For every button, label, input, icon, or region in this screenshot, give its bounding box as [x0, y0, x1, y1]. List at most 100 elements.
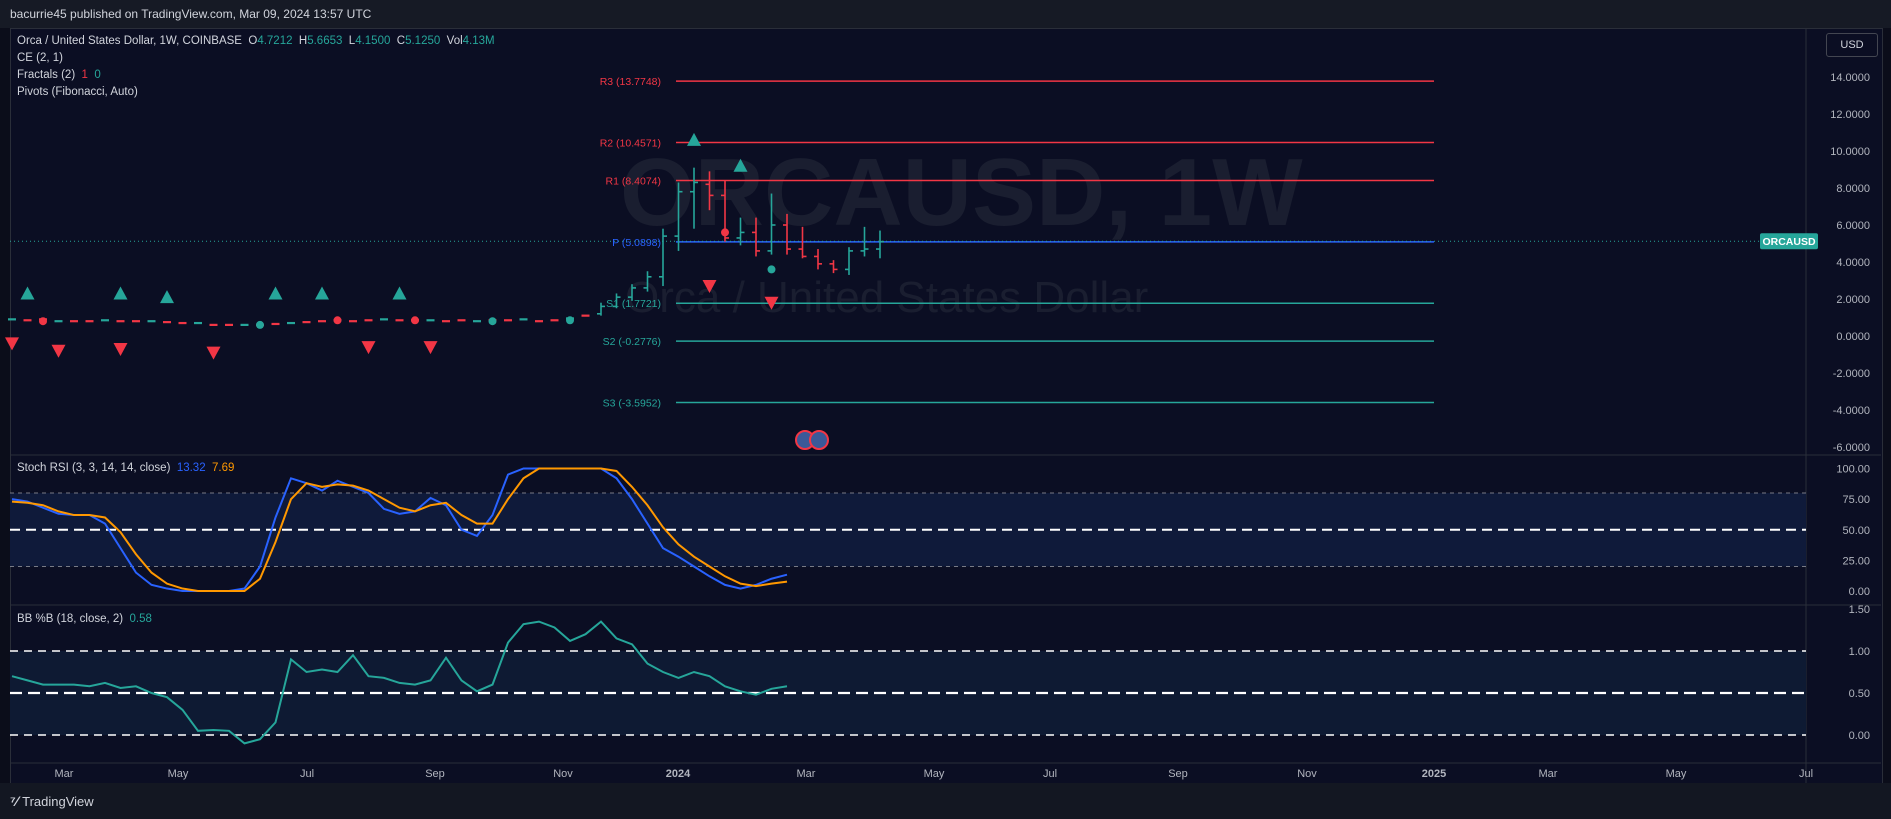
ce-label: CE (2, 1)	[17, 52, 64, 64]
high-value: 5.6653	[307, 35, 343, 47]
fractal-down-marker	[206, 346, 221, 360]
pivots-legend[interactable]: Pivots (Fibonacci, Auto)	[17, 86, 138, 98]
pivot-label: R3 (13.7748)	[600, 76, 661, 88]
fractal-down-marker	[51, 344, 66, 358]
pivots-label: Pivots (Fibonacci, Auto)	[17, 86, 138, 98]
time-tick-label: Mar	[797, 768, 816, 780]
time-tick-label: May	[924, 768, 945, 780]
ce-legend[interactable]: CE (2, 1)	[17, 52, 63, 64]
time-tick-label: Nov	[553, 768, 573, 780]
volume-value: 4.13M	[462, 35, 495, 47]
fractal-down-marker	[702, 280, 717, 294]
high-label: H	[298, 35, 308, 47]
price-tick-label: -4.0000	[1833, 405, 1870, 417]
price-tick-label: 14.0000	[1830, 72, 1870, 84]
price-tick-label: -2.0000	[1833, 368, 1870, 380]
time-tick-label: Jul	[300, 768, 314, 780]
price-tick-label: 2.0000	[1836, 294, 1870, 306]
price-tick-label: 10.0000	[1830, 146, 1870, 158]
price-tick-label: 12.0000	[1830, 109, 1870, 121]
stoch-d-line	[11, 467, 788, 592]
price-tick-label: -6.0000	[1833, 442, 1870, 454]
stoch-label: Stoch RSI (3, 3, 14, 14, close)	[17, 462, 171, 474]
stoch-d-value: 7.69	[211, 462, 235, 474]
footer-bar: ⁷⁄ TradingView	[0, 783, 1891, 819]
time-tick-label: Jul	[1799, 768, 1813, 780]
time-tick-label: 2024	[666, 768, 691, 780]
fractal-down-marker	[361, 341, 376, 355]
volume-label: Vol	[446, 35, 463, 47]
stoch-tick-label: 50.00	[1842, 525, 1870, 537]
chandelier-marker	[333, 316, 342, 325]
bb-tick-label: 0.50	[1849, 688, 1870, 700]
time-tick-label: May	[168, 768, 189, 780]
pivot-label: S3 (-3.5952)	[603, 398, 661, 410]
top-bar: bacurrie45 published on TradingView.com,…	[0, 0, 1891, 28]
stoch-tick-label: 75.00	[1842, 494, 1870, 506]
bb-legend[interactable]: BB %B (18, close, 2) 0.58	[17, 613, 152, 625]
time-tick-label: Nov	[1297, 768, 1317, 780]
fractal-up-marker	[20, 286, 35, 300]
low-value: 4.1500	[355, 35, 391, 47]
low-label: L	[348, 35, 356, 47]
currency-button[interactable]: USD	[1826, 33, 1878, 57]
chandelier-marker	[488, 317, 497, 326]
fractal-up-marker	[392, 286, 407, 300]
fractals-down-value: 0	[94, 69, 101, 81]
open-label: O	[248, 35, 258, 47]
stoch-k-line	[11, 467, 788, 592]
price-tick-label: 0.0000	[1836, 331, 1870, 343]
price-tick-label: 6.0000	[1836, 220, 1870, 232]
fractals-label: Fractals (2)	[17, 69, 76, 81]
us-flag-icon	[809, 430, 829, 450]
fractals-up-value: 1	[81, 69, 88, 81]
price-tick-label: 8.0000	[1836, 183, 1870, 195]
symbol-legend[interactable]: Orca / United States Dollar, 1W, COINBAS…	[17, 35, 495, 47]
chandelier-marker	[411, 316, 419, 325]
price-tag	[1760, 233, 1818, 250]
chandelier-marker	[256, 320, 264, 329]
pivot-label: R1 (8.4074)	[606, 175, 661, 187]
pivot-label: S1 (1.7721)	[606, 298, 661, 310]
pivot-label: P (5.0898)	[612, 237, 661, 249]
bb-band-fill	[10, 651, 1806, 735]
stoch-tick-label: 100.00	[1836, 464, 1870, 476]
close-label: C	[396, 35, 406, 47]
pivot-label: S2 (-0.2776)	[603, 336, 661, 348]
open-value: 4.7212	[257, 35, 293, 47]
stoch-legend[interactable]: Stoch RSI (3, 3, 14, 14, close) 13.32 7.…	[17, 462, 234, 474]
fractal-up-marker	[113, 286, 128, 300]
time-tick-label: Mar	[1539, 768, 1558, 780]
fractal-up-marker	[160, 290, 174, 304]
fractals-legend[interactable]: Fractals (2) 1 0	[17, 69, 101, 81]
time-tick-label: 2025	[1422, 768, 1446, 780]
chandelier-marker	[39, 317, 47, 326]
time-tick-label: Mar	[55, 768, 74, 780]
fractal-down-marker	[113, 342, 128, 356]
fractal-down-marker	[5, 337, 19, 351]
time-tick-label: Sep	[1168, 768, 1188, 780]
watermark-symbol: ORCAUSD, 1W	[620, 139, 1303, 246]
fractal-up-marker	[733, 158, 748, 172]
symbol-title: Orca / United States Dollar, 1W, COINBAS…	[17, 35, 242, 47]
footer-brand: TradingView	[22, 793, 94, 809]
fractal-up-marker	[687, 132, 701, 146]
bb-label: BB %B (18, close, 2)	[17, 613, 124, 625]
bb-value: 0.58	[129, 613, 152, 625]
price-tick-label: 4.0000	[1836, 257, 1870, 269]
tradingview-logo[interactable]: ⁷⁄ TradingView	[10, 793, 94, 809]
fractal-up-marker	[268, 286, 283, 300]
bb-tick-label: 1.50	[1849, 604, 1870, 616]
fractal-down-marker	[764, 296, 779, 310]
fractal-up-marker	[315, 286, 329, 300]
time-tick-label: May	[1666, 768, 1687, 780]
bb-tick-label: 1.00	[1849, 646, 1870, 658]
bb-percent-b-line	[11, 620, 788, 745]
bb-tick-label: 0.00	[1849, 730, 1870, 742]
price-tag-label: ORCAUSD	[1762, 236, 1816, 248]
chandelier-marker	[566, 316, 574, 325]
publisher-text: bacurrie45 published on TradingView.com,…	[10, 7, 372, 21]
tradingview-logo-icon: ⁷⁄	[10, 793, 19, 809]
time-tick-label: Jul	[1043, 768, 1057, 780]
